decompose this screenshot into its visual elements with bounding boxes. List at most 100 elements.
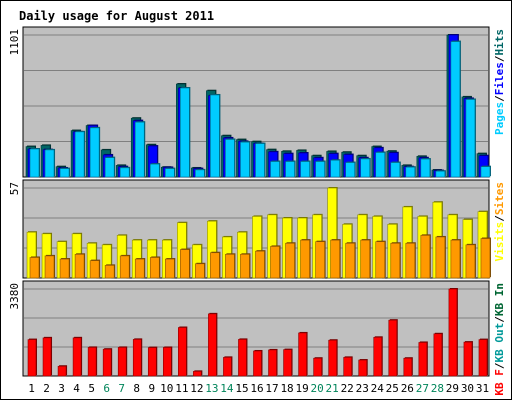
- visits-bar-sites: [300, 239, 310, 279]
- x-tick-label: 2: [43, 382, 50, 395]
- visits-bar-sites: [119, 255, 130, 279]
- kbytes-bar-kb-f: [238, 339, 247, 377]
- hits-bar-pages: [210, 94, 220, 178]
- kbytes-bar-kb-f: [403, 357, 413, 377]
- kbytes-bar-kb-f: [358, 359, 368, 377]
- hits-bar-pages: [300, 161, 310, 178]
- legend-entry: KB Out: [493, 323, 506, 363]
- hits-bar-pages: [330, 159, 340, 178]
- kbytes-legend: KB F/KB Out/KB In: [493, 283, 506, 396]
- kbytes-bar-kb-f: [313, 357, 322, 377]
- kbytes-bar-kb-f: [27, 339, 37, 377]
- x-tick-label: 12: [190, 382, 203, 395]
- hits-bar-pages: [134, 121, 145, 178]
- x-tick-label: 15: [235, 382, 248, 395]
- kbytes-bar-kb-f: [87, 347, 97, 377]
- visits-bar-sites: [465, 244, 476, 279]
- x-tick-label: 24: [371, 382, 385, 395]
- legend-entry: Files: [493, 62, 506, 95]
- x-tick-label: 14: [220, 382, 234, 395]
- hits-bar-pages: [225, 139, 235, 178]
- x-tick-label: 16: [250, 382, 263, 395]
- kbytes-bar-kb-f: [388, 319, 398, 377]
- visits-bar-sites: [330, 239, 340, 279]
- kbytes-bar-kb-f: [328, 339, 337, 377]
- x-tick-label: 11: [175, 382, 188, 395]
- x-tick-label: 4: [73, 382, 80, 395]
- kbytes-bar-kb-f: [102, 348, 112, 377]
- hits-bar-pages: [119, 167, 130, 178]
- visits-bar-sites: [360, 239, 371, 279]
- visits-bar-sites: [255, 250, 265, 279]
- x-tick-label: 27: [416, 382, 429, 395]
- visits-bar-sites: [450, 239, 461, 279]
- x-tick-label: 31: [476, 382, 489, 395]
- hits-bar-pages: [465, 99, 476, 178]
- hits-bar-pages: [435, 170, 446, 178]
- hits-bar-pages: [285, 161, 295, 178]
- legend-entry: /: [493, 55, 506, 62]
- legend-entry: Pages: [493, 102, 506, 135]
- x-tick-label: 9: [148, 382, 155, 395]
- kbytes-bar-kb-f: [72, 337, 82, 377]
- kbytes-bar-kb-f: [433, 333, 443, 377]
- kbytes-bar-kb-f: [223, 357, 232, 377]
- x-tick-label: 20: [311, 382, 324, 395]
- visits-bar-sites: [29, 257, 40, 279]
- legend-entry: Visits: [493, 222, 506, 262]
- hits-bar-pages: [450, 41, 461, 178]
- kbytes-bar-kb-f: [178, 327, 187, 377]
- kbytes-bar-kb-f: [193, 371, 202, 377]
- kbytes-bar-kb-f: [478, 339, 488, 377]
- visits-bar-sites: [270, 246, 280, 279]
- visits-legend: Visits/Sites: [493, 182, 506, 262]
- visits-bar-sites: [285, 242, 295, 279]
- hits-bar-pages: [315, 161, 325, 178]
- hits-bar-pages: [240, 141, 250, 178]
- legend-entry: KB In: [493, 283, 506, 316]
- x-tick-label: 29: [446, 382, 459, 395]
- x-tick-label: 5: [88, 382, 95, 395]
- x-tick-label: 7: [118, 382, 125, 395]
- kbytes-bar-kb-f: [463, 341, 473, 377]
- x-tick-label: 13: [205, 382, 218, 395]
- legend-entry: /: [493, 95, 506, 102]
- hits-bar-pages: [89, 127, 100, 178]
- kbytes-panel: 3380: [8, 280, 490, 377]
- kbytes-bar-kb-f: [57, 365, 67, 377]
- legend-entry: /: [493, 316, 506, 323]
- hits-bar-pages: [270, 161, 280, 178]
- hits-bar-pages: [345, 162, 355, 178]
- x-tick-label: 26: [401, 382, 414, 395]
- x-tick-label: 21: [326, 382, 339, 395]
- hits-bar-pages: [180, 87, 190, 178]
- legend-entry: /: [493, 362, 506, 369]
- chart-title: Daily usage for August 2011: [19, 9, 214, 23]
- x-tick-label: 1: [28, 382, 35, 395]
- visits-bar-sites: [195, 263, 205, 279]
- visits-bar-sites: [480, 238, 491, 279]
- hits-bar-pages: [74, 131, 85, 178]
- visits-bar-sites: [315, 241, 325, 279]
- x-tick-label: 18: [280, 382, 293, 395]
- hits-bar-pages: [149, 163, 160, 178]
- hits-bar-pages: [59, 168, 70, 178]
- visits-bar-sites: [89, 260, 100, 279]
- hits-bar-pages: [405, 166, 416, 178]
- kbytes-bar-kb-f: [132, 339, 142, 377]
- visits-bar-sites: [210, 252, 220, 279]
- visits-bar-sites: [44, 255, 55, 279]
- x-tick-label: 28: [431, 382, 444, 395]
- x-tick-label: 30: [461, 382, 474, 395]
- kbytes-bar-kb-f: [253, 350, 262, 377]
- hits-bar-pages: [360, 158, 371, 178]
- legend-entry: Hits: [493, 29, 506, 56]
- hits-bar-pages: [390, 162, 401, 178]
- x-tick-label: 6: [103, 382, 110, 395]
- visits-bar-sites: [149, 257, 160, 279]
- kbytes-bar-kb-f: [208, 313, 217, 377]
- x-tick-label: 8: [133, 382, 140, 395]
- x-tick-label: 22: [341, 382, 354, 395]
- visits-bar-sites: [180, 249, 190, 279]
